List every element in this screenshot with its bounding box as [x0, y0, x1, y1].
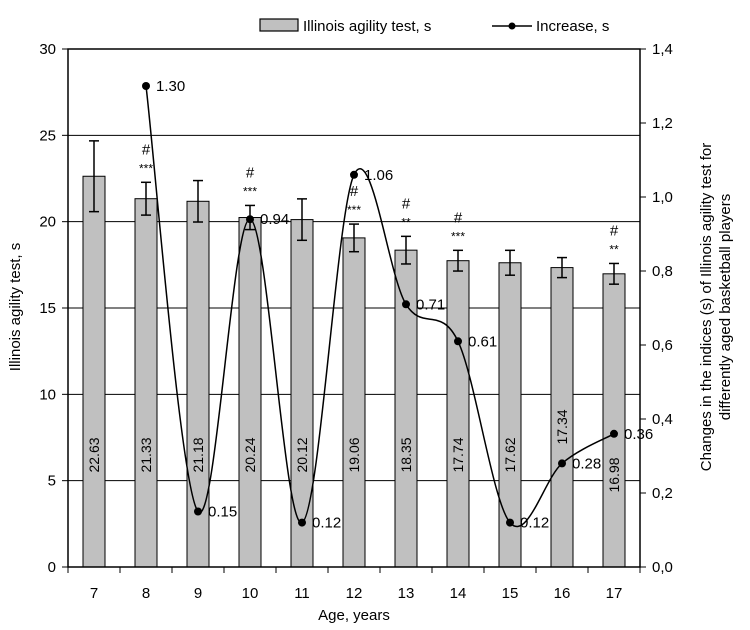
increase-point-16 [558, 459, 566, 468]
increase-line [145, 85, 615, 527]
y2-tick-label: 0,6 [652, 337, 673, 354]
star-annotation: *** [451, 229, 465, 243]
bar-7 [82, 175, 106, 568]
star-annotation: *** [243, 184, 257, 198]
y2-tick-label: 0,0 [652, 559, 673, 576]
axes: 0 5 10 15 20 25 30 0,0 0,2 0,4 0,6 0,8 1,0 1,2 1,4 7 8 9 1… [39, 41, 673, 602]
x-tick-label: 9 [194, 585, 202, 602]
increase-label: 0.12 [520, 515, 549, 532]
increase-point-12 [350, 170, 358, 179]
y-tick-label: 25 [39, 127, 56, 144]
y2-tick-label: 1,0 [652, 189, 673, 206]
bar-value-label: 18.35 [398, 437, 414, 472]
y2-tick-label: 1,4 [652, 41, 673, 58]
x-tick-label: 16 [554, 585, 571, 602]
increase-label: 0.15 [208, 504, 237, 521]
increase-label: 1.06 [364, 167, 393, 184]
x-tick-label: 8 [142, 585, 150, 602]
y-tick-label: 0 [48, 559, 56, 576]
increase-label: 1.30 [156, 78, 185, 95]
y2-axis-title-line1: Changes in the indices (s) of Illinois a… [698, 143, 715, 471]
increase-point-11 [298, 518, 306, 527]
y2-tick-label: 0,8 [652, 263, 673, 280]
increase-point-15 [506, 518, 514, 527]
hash-annotation: # [454, 209, 463, 226]
x-tick-label: 14 [450, 585, 467, 602]
error-bars [89, 140, 619, 285]
y-tick-label: 15 [39, 300, 56, 317]
line-series: 1.30 0.15 0.94 0.12 1.06 0.71 0.61 0.12 0.28 0.36 [142, 78, 653, 532]
bar-8 [134, 198, 158, 568]
y2-tick-label: 0,2 [652, 485, 673, 502]
increase-label: 0.36 [624, 426, 653, 443]
hash-annotation: # [350, 183, 359, 200]
y2-tick-label: 1,2 [652, 115, 673, 132]
significance-annotations: # *** # *** # *** # ** # *** # ** [139, 141, 619, 256]
x-tick-label: 7 [90, 585, 98, 602]
increase-point-9 [194, 507, 202, 516]
bar-13 [394, 249, 418, 568]
y2-tick-label: 0,4 [652, 411, 673, 428]
y2-axis-title-line2: differently aged basketball players [717, 194, 734, 421]
bar-17 [602, 273, 626, 568]
star-annotation: *** [347, 203, 361, 217]
x-tick-label: 10 [242, 585, 259, 602]
bar-12 [342, 237, 366, 568]
y-tick-label: 30 [39, 41, 56, 58]
bar-value-label: 17.62 [502, 437, 518, 472]
legend-bar-swatch [259, 18, 299, 32]
increase-point-10 [246, 215, 254, 224]
hash-annotation: # [142, 141, 151, 158]
bar-value-label: 19.06 [346, 437, 362, 472]
x-tick-label: 13 [398, 585, 415, 602]
increase-label: 0.61 [468, 333, 497, 350]
bar-10 [238, 217, 262, 568]
hash-annotation: # [246, 164, 255, 181]
legend-line-label: Increase, s [536, 18, 609, 35]
bar-value-label: 20.24 [242, 437, 258, 472]
legend-bar-label: Illinois agility test, s [303, 18, 431, 35]
y-axis-title: Illinois agility test, s [7, 243, 24, 371]
bar-value-label: 17.74 [450, 437, 466, 472]
increase-point-17 [610, 429, 618, 438]
bar-value-label: 21.33 [138, 437, 154, 472]
bar-value-label: 16.98 [606, 457, 622, 492]
legend: Illinois agility test, s Increase, s [259, 18, 609, 35]
increase-label: 0.12 [312, 515, 341, 532]
star-annotation: ** [609, 242, 619, 256]
bar-value-label: 21.18 [190, 437, 206, 472]
increase-label: 0.28 [572, 455, 601, 472]
bar-value-label: 20.12 [294, 437, 310, 472]
bar-value-labels: 22.63 21.33 21.18 20.24 20.12 19.06 18.35 17.74… [86, 409, 622, 492]
star-annotation: *** [139, 161, 153, 175]
increase-point-13 [402, 300, 410, 309]
y-tick-label: 5 [48, 473, 56, 490]
x-axis-title: Age, years [318, 607, 390, 624]
bar-14 [446, 260, 470, 568]
increase-point-14 [454, 337, 462, 346]
legend-line-marker [508, 22, 516, 30]
star-annotation: ** [401, 215, 411, 229]
bar-value-label: 22.63 [86, 437, 102, 472]
hash-annotation: # [610, 222, 619, 239]
increase-point-8 [142, 82, 150, 90]
increase-label: 0.71 [416, 296, 445, 313]
x-tick-label: 12 [346, 585, 363, 602]
y-tick-label: 20 [39, 214, 56, 231]
increase-label: 0.94 [260, 211, 289, 228]
bar-value-label: 17.34 [554, 409, 570, 444]
x-tick-label: 11 [294, 585, 310, 602]
hash-annotation: # [402, 195, 411, 212]
x-tick-label: 17 [606, 585, 623, 602]
x-tick-label: 15 [502, 585, 519, 602]
y-tick-label: 10 [39, 386, 56, 403]
bar-11 [290, 219, 314, 568]
